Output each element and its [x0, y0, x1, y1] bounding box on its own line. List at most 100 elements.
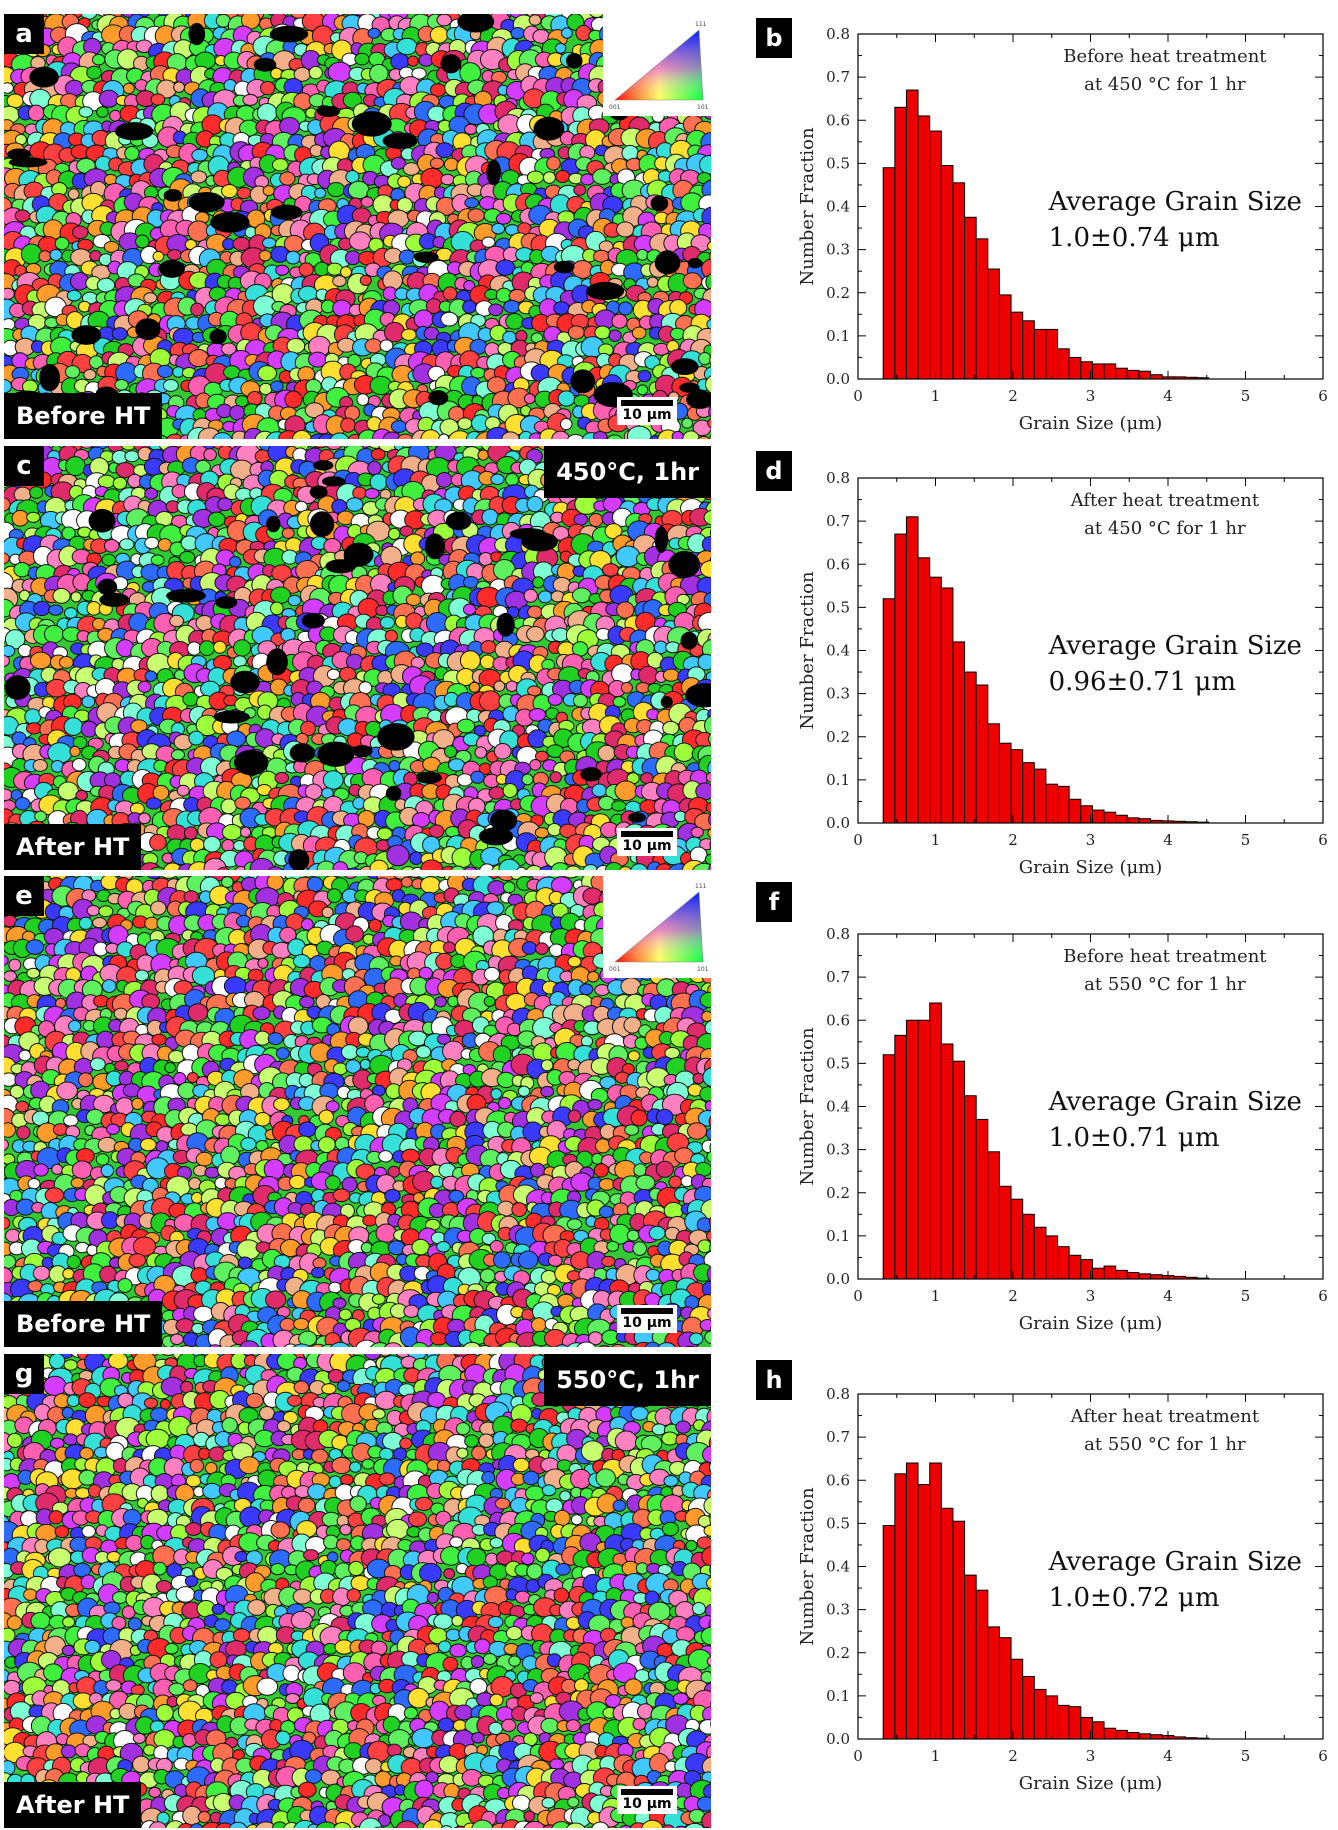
y-tick-label: 0.1	[826, 1687, 850, 1705]
histogram-bar	[998, 742, 1012, 824]
histogram-bar	[1115, 1729, 1128, 1740]
y-tick-label: 0.3	[826, 241, 850, 259]
histogram-bar	[917, 1019, 931, 1280]
ipf-label-111: 111	[695, 883, 707, 890]
histogram-bar	[1057, 348, 1070, 380]
x-tick-label: 0	[853, 831, 863, 849]
histogram-bar	[998, 1185, 1012, 1280]
histogram-bar	[1033, 1688, 1047, 1740]
histogram-bar	[905, 1462, 919, 1740]
histogram-bar	[940, 1043, 954, 1280]
x-tick-label: 3	[1086, 831, 1096, 849]
histogram-bar	[1103, 363, 1117, 380]
y-tick-label: 0.1	[826, 771, 850, 789]
y-tick-label: 0.6	[826, 111, 850, 129]
ipf-label-101: 101	[697, 966, 709, 973]
ipf-label-001: 001	[609, 966, 621, 973]
y-tick-label: 0.7	[826, 512, 850, 530]
histogram-bar	[1045, 1695, 1059, 1740]
histogram-bar	[882, 167, 896, 380]
histogram-bar	[929, 576, 942, 824]
x-tick-label: 6	[1318, 1747, 1328, 1765]
x-tick-label: 3	[1086, 1287, 1096, 1305]
histogram-bar	[1057, 785, 1070, 824]
state-label: Before HT	[4, 393, 163, 439]
histogram-bar	[917, 115, 931, 380]
histogram-bar	[952, 1060, 966, 1280]
y-tick-label: 0.0	[826, 370, 850, 388]
histogram-bar	[1010, 311, 1024, 380]
condition-note: Before heat treatment	[1063, 946, 1267, 967]
y-tick-label: 0.3	[826, 1601, 850, 1619]
histogram-bar	[1022, 1213, 1035, 1280]
histogram-bar	[964, 216, 977, 380]
histogram-bar	[929, 1462, 942, 1740]
x-tick-label: 2	[1008, 1287, 1018, 1305]
histogram-bar	[1010, 1198, 1024, 1280]
x-tick-label: 6	[1318, 831, 1328, 849]
ipf-color-key: 111 001 101	[603, 14, 711, 116]
grain-map	[4, 1354, 711, 1828]
y-axis-label: Number Fraction	[797, 127, 818, 286]
y-tick-label: 0.2	[826, 728, 850, 746]
x-tick-label: 1	[931, 831, 941, 849]
y-tick-label: 0.1	[826, 327, 850, 345]
x-axis-label: Grain Size (μm)	[1019, 1773, 1163, 1794]
histogram-f: 0 1 2 3 4 5 6 0.0 0.1 0.2 0.3 0.4 0.5 0.6 0.7 0.8 Grain …	[780, 920, 1338, 1334]
histogram-bar	[894, 1473, 907, 1740]
scale-bar-label: 10 μm	[622, 407, 672, 423]
histogram-bar	[1103, 1727, 1117, 1740]
state-label: After HT	[4, 824, 142, 870]
average-grain-size-value: 0.96±0.71 μm	[1049, 667, 1236, 697]
y-tick-label: 0.2	[826, 284, 850, 302]
condition-note: at 550 °C for 1 hr	[1084, 974, 1246, 995]
histogram-bar	[1091, 809, 1105, 824]
histogram-bar	[1022, 1675, 1035, 1740]
histogram-bar	[987, 1626, 1000, 1740]
x-tick-label: 4	[1163, 831, 1173, 849]
histogram-bar	[905, 89, 919, 380]
y-tick-label: 0.4	[826, 1558, 850, 1576]
histogram-bar	[1150, 1274, 1163, 1280]
y-tick-label: 0.4	[826, 198, 850, 216]
histogram-bar	[975, 1118, 989, 1280]
ebsd-map-g: g 550°C, 1hr After HT 10 μm	[4, 1354, 711, 1828]
histogram-d: 0 1 2 3 4 5 6 0.0 0.1 0.2 0.3 0.4 0.5 0.6 0.7 0.8 Grain …	[780, 464, 1338, 878]
y-tick-label: 0.6	[826, 555, 850, 573]
state-label: Before HT	[4, 1301, 163, 1347]
average-grain-size-title: Average Grain Size	[1048, 631, 1302, 661]
ebsd-map-c: c 450°C, 1hr After HT 10 μm	[4, 446, 711, 870]
condition-note: After heat treatment	[1070, 490, 1260, 511]
y-tick-label: 0.4	[826, 1098, 850, 1116]
histogram-bar	[1033, 328, 1047, 380]
y-tick-label: 0.5	[826, 1514, 850, 1532]
histogram-bar	[964, 671, 977, 824]
histogram-bar	[929, 1002, 942, 1280]
histogram-bar	[905, 1019, 919, 1280]
histogram-bar	[1057, 1246, 1070, 1280]
panel-letter: e	[4, 876, 44, 916]
y-tick-label: 0.6	[826, 1471, 850, 1489]
histogram-bar	[929, 130, 942, 380]
scale-bar: 10 μm	[617, 828, 677, 856]
histogram-bar	[964, 1095, 977, 1280]
histogram-bar	[952, 182, 966, 380]
histogram-bar	[1010, 749, 1024, 824]
x-tick-label: 5	[1241, 1747, 1251, 1765]
average-grain-size-value: 1.0±0.71 μm	[1049, 1123, 1220, 1153]
chart-letter: d	[756, 451, 792, 491]
x-tick-label: 3	[1086, 1747, 1096, 1765]
y-tick-label: 0.8	[826, 1385, 850, 1403]
histogram-bar	[1010, 1658, 1024, 1740]
y-tick-label: 0.8	[826, 469, 850, 487]
x-tick-label: 2	[1008, 831, 1018, 849]
histogram-bar	[1057, 1704, 1070, 1740]
histogram-bar	[1033, 1226, 1047, 1280]
ebsd-map-e: 111 001 101 e Before HT 10 μm	[4, 876, 711, 1347]
x-tick-label: 0	[853, 387, 863, 405]
histogram-bar	[1033, 768, 1047, 824]
x-tick-label: 6	[1318, 1287, 1328, 1305]
panel-letter: g	[4, 1354, 44, 1394]
scale-bar-label: 10 μm	[622, 1315, 672, 1331]
panel-letter: a	[4, 14, 44, 54]
